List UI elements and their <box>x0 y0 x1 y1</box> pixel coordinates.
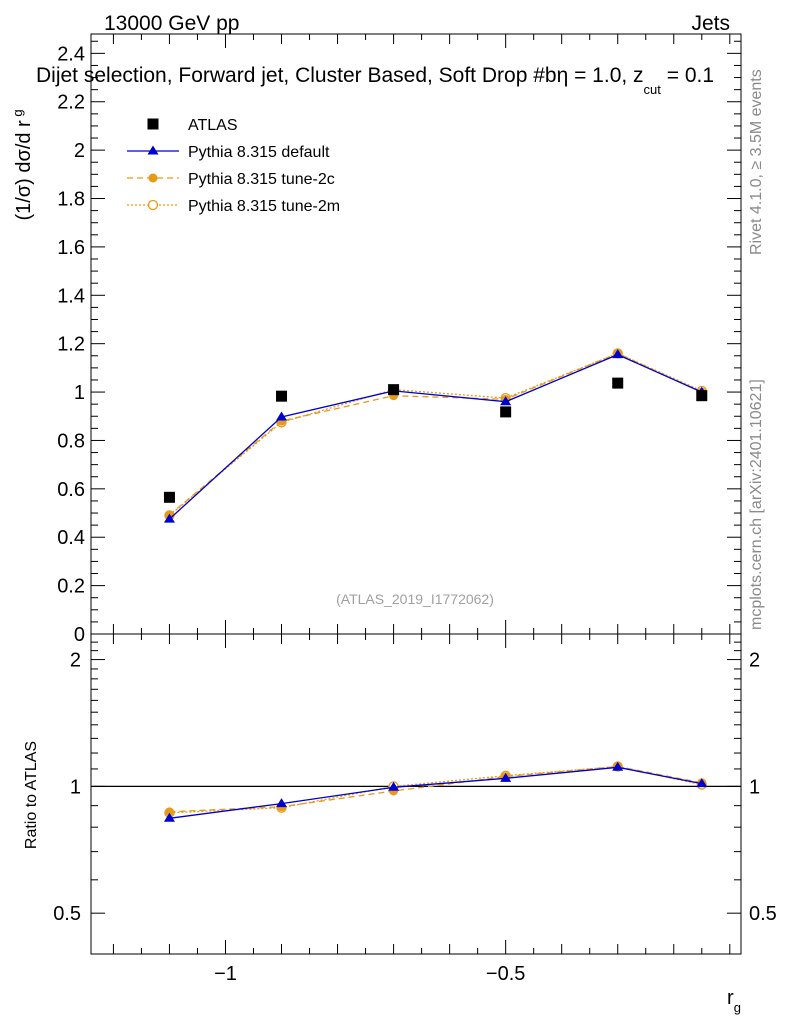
main-y-axis-label: (1/σ) dσ/d r g <box>10 109 35 220</box>
ratio-panel: 0.5 0.5 1 1 2 2 −1 −0.5 Ratio to ATLAS rg <box>23 633 777 1015</box>
y-tick-label: 0.4 <box>57 527 85 549</box>
y-tick-label: 1.8 <box>57 189 85 211</box>
data-point <box>388 384 400 396</box>
y-tick-label: 1.2 <box>57 334 85 356</box>
y-tick-label: 0.5 <box>53 903 81 925</box>
data-point <box>612 377 624 389</box>
legend-marker <box>148 173 158 183</box>
legend-marker <box>147 118 159 130</box>
selection-label: Dijet selection, Forward jet, Cluster Ba… <box>36 64 714 97</box>
y-tick-label: 1.6 <box>57 237 85 259</box>
ratio-plot-frame <box>90 633 742 955</box>
main-y-axis: 0 0.2 0.4 0.6 0.8 1 1.2 1.4 1.6 1.8 2 2.2 2.4 <box>57 40 741 646</box>
data-point <box>500 406 512 418</box>
mcplots-source-label: mcplots.cern.ch [arXiv:2401.10621] <box>748 379 765 630</box>
main-x-axis <box>112 34 731 634</box>
y-tick-label: 2.2 <box>57 92 85 114</box>
x-tick-label: −0.5 <box>486 963 525 985</box>
rivet-version-label: Rivet 4.1.0, ≥ 3.5M events <box>748 69 765 255</box>
y-tick-label: 2 <box>74 140 85 162</box>
data-point <box>612 761 624 771</box>
data-point <box>276 798 288 808</box>
ratio-series-layer <box>163 761 708 822</box>
ratio-y-axis: 0.5 0.5 1 1 2 2 <box>53 641 777 955</box>
data-point <box>500 396 512 406</box>
main-panel: 0 0.2 0.4 0.6 0.8 1 1.2 1.4 1.6 1.8 2 2.2 2.4 (ATLAS… <box>10 33 742 646</box>
y-tick-label-right: 2 <box>749 650 760 672</box>
y-tick-label: 1 <box>74 382 85 404</box>
y-tick-label: 0.8 <box>57 430 85 452</box>
y-tick-label-right: 0.5 <box>749 903 777 925</box>
category-label: Jets <box>691 12 730 35</box>
data-point <box>163 513 175 523</box>
y-tick-label: 2 <box>70 650 81 672</box>
x-tick-label: −1 <box>214 963 237 985</box>
main-series-layer <box>163 348 708 523</box>
data-point <box>163 812 175 822</box>
y-tick-label-right: 1 <box>749 776 760 798</box>
legend: ATLAS Pythia 8.315 default Pythia 8.315 tu… <box>127 117 340 215</box>
series-line <box>169 765 702 814</box>
analysis-watermark: (ATLAS_2019_I1772062) <box>336 591 494 607</box>
data-point <box>388 781 400 791</box>
legend-label: Pythia 8.315 default <box>188 144 330 161</box>
legend-label: Pythia 8.315 tune-2m <box>188 198 340 215</box>
series-line <box>168 352 703 516</box>
data-point <box>696 778 708 788</box>
y-tick-label: 0.2 <box>57 576 85 598</box>
ratio-x-axis: −1 −0.5 <box>112 634 731 985</box>
series-line <box>169 765 702 813</box>
data-point <box>276 390 288 402</box>
legend-marker <box>147 145 159 155</box>
ratio-y-axis-label: Ratio to ATLAS <box>23 741 40 849</box>
y-tick-label: 0.6 <box>57 479 85 501</box>
energy-label: 13000 GeV pp <box>104 12 239 35</box>
x-axis-label: rg <box>727 987 741 1015</box>
y-tick-label: 1.4 <box>57 285 85 307</box>
series-line <box>169 766 702 819</box>
data-point <box>500 772 512 782</box>
data-point <box>612 349 624 359</box>
legend-marker <box>147 199 159 211</box>
legend-label: Pythia 8.315 tune-2c <box>188 171 335 188</box>
y-tick-label: 0 <box>74 624 85 646</box>
series-line <box>168 353 703 520</box>
data-point <box>164 807 174 817</box>
y-tick-label: 1 <box>70 776 81 798</box>
y-tick-label: 2.4 <box>57 43 85 65</box>
data-point <box>276 411 288 421</box>
data-point <box>696 390 708 402</box>
data-point <box>163 491 175 503</box>
legend-label: ATLAS <box>188 117 238 134</box>
series-line <box>168 352 703 516</box>
